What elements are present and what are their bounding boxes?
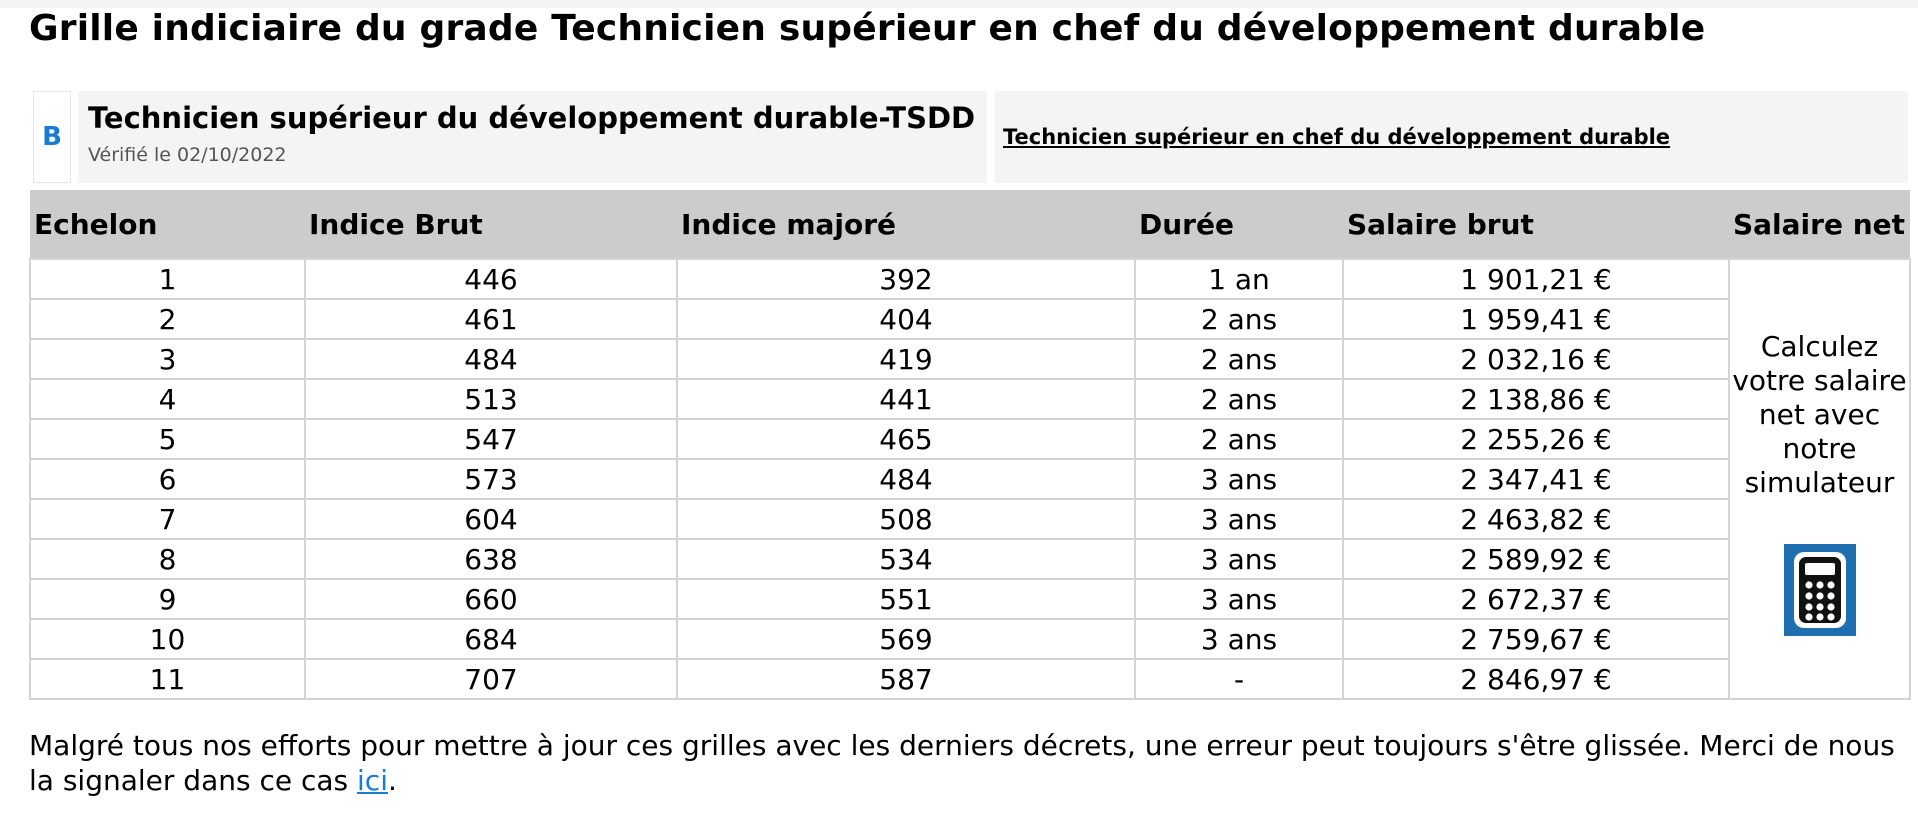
cell-indice-majore: 484 xyxy=(676,458,1136,500)
cell-echelon: 2 xyxy=(29,298,306,340)
cell-echelon: 5 xyxy=(29,418,306,460)
cell-indice-majore: 569 xyxy=(676,618,1136,660)
cell-indice-brut: 684 xyxy=(304,618,678,660)
cell-echelon: 9 xyxy=(29,578,306,620)
cell-salaire-brut: 2 347,41 € xyxy=(1342,458,1730,500)
grade-name: Technicien supérieur du développement du… xyxy=(88,101,976,135)
cell-duree: 3 ans xyxy=(1134,498,1344,540)
header-indice-brut: Indice Brut xyxy=(305,190,677,259)
header-salaire-brut: Salaire brut xyxy=(1343,190,1729,259)
report-error-link[interactable]: ici xyxy=(357,764,388,797)
simulator-prompt: Calculez votre salaire net avec notre si… xyxy=(1732,330,1907,499)
cell-indice-majore: 419 xyxy=(676,338,1136,380)
cell-indice-majore: 508 xyxy=(676,498,1136,540)
salary-grid-table: Echelon Indice Brut Indice majoré Durée … xyxy=(29,190,1911,700)
footer-text: Malgré tous nos efforts pour mettre à jo… xyxy=(29,729,1895,797)
calculator-icon[interactable] xyxy=(1783,544,1856,636)
cell-duree: 3 ans xyxy=(1134,458,1344,500)
cell-echelon: 3 xyxy=(29,338,306,380)
table-header-row: Echelon Indice Brut Indice majoré Durée … xyxy=(30,190,1910,259)
cell-duree: 3 ans xyxy=(1134,538,1344,580)
top-strip xyxy=(0,0,1918,8)
cell-indice-majore: 404 xyxy=(676,298,1136,340)
cell-duree: 3 ans xyxy=(1134,578,1344,620)
header-duree: Durée xyxy=(1135,190,1343,259)
grade-info-box: Technicien supérieur du développement du… xyxy=(78,91,987,183)
cell-indice-brut: 446 xyxy=(304,258,678,300)
cell-salaire-brut: 2 138,86 € xyxy=(1342,378,1730,420)
header-echelon: Echelon xyxy=(30,190,305,259)
cell-echelon: 1 xyxy=(29,258,306,300)
cell-indice-brut: 461 xyxy=(304,298,678,340)
net-salary-simulator-cell[interactable]: Calculez votre salaire net avec notre si… xyxy=(1728,258,1911,700)
cell-salaire-brut: 2 759,67 € xyxy=(1342,618,1730,660)
grade-link[interactable]: Technicien supérieur en chef du développ… xyxy=(1003,125,1671,149)
grade-category-badge: B xyxy=(33,91,71,183)
cell-duree: 2 ans xyxy=(1134,378,1344,420)
cell-indice-majore: 465 xyxy=(676,418,1136,460)
cell-echelon: 8 xyxy=(29,538,306,580)
verified-date: Vérifié le 02/10/2022 xyxy=(88,144,287,166)
cell-indice-majore: 587 xyxy=(676,658,1136,700)
cell-indice-brut: 638 xyxy=(304,538,678,580)
header-indice-majore: Indice majoré xyxy=(677,190,1135,259)
table-row: 11 707 587 - 2 846,97 € xyxy=(29,658,1910,700)
cell-indice-brut: 707 xyxy=(304,658,678,700)
cell-duree: 1 an xyxy=(1134,258,1344,300)
page-title: Grille indiciaire du grade Technicien su… xyxy=(29,8,1706,49)
cell-salaire-brut: 2 589,92 € xyxy=(1342,538,1730,580)
header-salaire-net: Salaire net xyxy=(1729,190,1910,259)
cell-indice-brut: 547 xyxy=(304,418,678,460)
table-row: 5 547 465 2 ans 2 255,26 € xyxy=(29,418,1910,460)
table-row: 4 513 441 2 ans 2 138,86 € xyxy=(29,378,1910,420)
cell-indice-brut: 484 xyxy=(304,338,678,380)
cell-salaire-brut: 2 672,37 € xyxy=(1342,578,1730,620)
cell-duree: 2 ans xyxy=(1134,418,1344,460)
table-row: 8 638 534 3 ans 2 589,92 € xyxy=(29,538,1910,580)
cell-echelon: 6 xyxy=(29,458,306,500)
table-row: 2 461 404 2 ans 1 959,41 € xyxy=(29,298,1910,340)
table-row: 3 484 419 2 ans 2 032,16 € xyxy=(29,338,1910,380)
table-row: 7 604 508 3 ans 2 463,82 € xyxy=(29,498,1910,540)
grade-link-box: Technicien supérieur en chef du développ… xyxy=(995,91,1908,183)
cell-indice-majore: 551 xyxy=(676,578,1136,620)
cell-indice-majore: 441 xyxy=(676,378,1136,420)
table-row: 6 573 484 3 ans 2 347,41 € xyxy=(29,458,1910,500)
cell-duree: 3 ans xyxy=(1134,618,1344,660)
table-row: 10 684 569 3 ans 2 759,67 € xyxy=(29,618,1910,660)
cell-indice-brut: 604 xyxy=(304,498,678,540)
cell-salaire-brut: 2 463,82 € xyxy=(1342,498,1730,540)
cell-indice-brut: 660 xyxy=(304,578,678,620)
cell-salaire-brut: 2 846,97 € xyxy=(1342,658,1730,700)
footer-notice: Malgré tous nos efforts pour mettre à jo… xyxy=(29,728,1909,798)
cell-salaire-brut: 1 959,41 € xyxy=(1342,298,1730,340)
cell-indice-majore: 392 xyxy=(676,258,1136,300)
cell-salaire-brut: 1 901,21 € xyxy=(1342,258,1730,300)
cell-salaire-brut: 2 032,16 € xyxy=(1342,338,1730,380)
footer-period: . xyxy=(387,764,397,797)
cell-duree: - xyxy=(1134,658,1344,700)
cell-salaire-brut: 2 255,26 € xyxy=(1342,418,1730,460)
cell-indice-majore: 534 xyxy=(676,538,1136,580)
cell-indice-brut: 513 xyxy=(304,378,678,420)
table-row: 1 446 392 1 an 1 901,21 € Calculez votre… xyxy=(29,258,1911,700)
table-row: 9 660 551 3 ans 2 672,37 € xyxy=(29,578,1910,620)
cell-echelon: 7 xyxy=(29,498,306,540)
cell-echelon: 10 xyxy=(29,618,306,660)
cell-echelon: 4 xyxy=(29,378,306,420)
cell-echelon: 11 xyxy=(29,658,306,700)
cell-duree: 2 ans xyxy=(1134,298,1344,340)
cell-duree: 2 ans xyxy=(1134,338,1344,380)
cell-indice-brut: 573 xyxy=(304,458,678,500)
